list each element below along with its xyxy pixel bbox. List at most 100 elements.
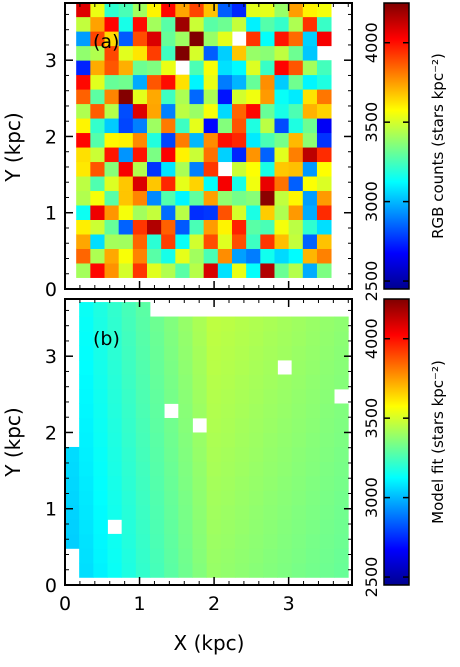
heatmap-cell [76,45,91,61]
heatmap-cell [246,16,261,32]
heatmap-cell [76,132,91,148]
heatmap-cell [178,446,193,462]
heatmap-cell [319,475,335,491]
heatmap-cell [260,74,275,90]
heatmap-cell [302,60,318,76]
heatmap-cell [260,60,275,76]
heatmap-cell [189,89,205,105]
heatmap-cell [175,74,190,90]
heatmap-cell [135,432,151,448]
y-tick-label: 0 [45,279,57,301]
heatmap-cell [93,360,108,375]
heatmap-cell [234,519,250,535]
heatmap-cell [288,89,304,105]
heatmap-cell [147,16,162,32]
heatmap-cell [277,316,293,332]
heatmap-cell [164,548,179,564]
heatmap-cell [274,205,290,220]
heatmap-cell [192,446,208,462]
heatmap-cell [121,345,137,361]
heatmap-cell [192,316,208,332]
heatmap-cell [147,89,162,105]
heatmap-cell [93,417,108,433]
heatmap-cell [178,490,193,506]
heatmap-cell [249,432,264,448]
heatmap-cell [147,248,162,264]
heatmap-cell [90,74,105,90]
heatmap-cell [164,562,179,578]
heatmap-cell [149,519,165,535]
heatmap-cell [189,263,205,278]
heatmap-cell [121,519,137,535]
heatmap-cell [260,103,275,119]
heatmap-cell [178,519,193,535]
heatmap-cell [217,234,233,249]
heatmap-cell [249,403,264,419]
heatmap-cell [178,461,193,477]
heatmap-cell [220,519,236,535]
heatmap-cell [178,316,193,332]
heatmap-cell [189,248,205,264]
heatmap-cell [189,103,205,119]
heatmap-cell [277,417,293,433]
heatmap-cell [104,45,120,61]
heatmap-cell [149,403,165,419]
heatmap-cell [231,147,247,163]
heatmap-cell [291,345,307,361]
heatmap-cell [319,331,335,346]
heatmap-cell [107,548,123,564]
heatmap-cell [178,403,193,419]
heatmap-cell [90,219,105,235]
heatmap-cell [118,248,134,264]
heatmap-cell [149,316,165,332]
heatmap-cell [246,219,261,235]
heatmap-cell [263,316,278,332]
heatmap-cell [161,263,176,278]
heatmap-cell [263,331,278,346]
heatmap-cell [231,118,247,134]
heatmap-cell [246,74,261,90]
heatmap-cell [305,331,321,346]
heatmap-cell [164,475,179,491]
heatmap-cell [316,31,332,47]
heatmap-cell [246,248,261,264]
heatmap-cell [135,475,151,491]
heatmap-cell [147,132,162,148]
heatmap-cell [231,132,247,148]
heatmap-cell [220,345,236,361]
heatmap-cell [217,31,233,47]
heatmap-cell [161,234,176,249]
heatmap-cell [90,205,105,220]
heatmap-cell [175,89,190,105]
heatmap-cell [249,519,264,535]
heatmap-cell [189,234,205,249]
colorbar-a: 2500 3000 3500 4000 RGB counts (stars kpc⁻²… [362,2,447,301]
heatmap-cell [220,504,236,520]
heatmap-cell [65,490,80,506]
heatmap-cell [121,504,137,520]
heatmap-cell [305,562,321,578]
panel-b-cells [65,302,349,578]
heatmap-cell [319,316,335,332]
heatmap-cell [118,190,134,206]
heatmap-cell [118,176,134,192]
heatmap-cell [305,519,321,535]
heatmap-cell [104,60,120,76]
heatmap-cell [192,360,208,375]
heatmap-cell [121,316,137,332]
heatmap-cell [132,74,148,90]
heatmap-cell [121,475,137,491]
x-tick-label: 1 [133,593,145,615]
heatmap-cell [220,388,236,404]
heatmap-cell [249,446,264,462]
heatmap-cell [334,490,349,506]
heatmap-cell [234,331,250,346]
heatmap-cell [274,248,290,264]
heatmap-cell [319,388,335,404]
heatmap-cell [274,60,290,76]
heatmap-cell [161,118,176,134]
heatmap-cell [104,248,120,264]
heatmap-cell [217,176,233,192]
heatmap-cell [249,548,264,564]
heatmap-cell [302,74,318,90]
